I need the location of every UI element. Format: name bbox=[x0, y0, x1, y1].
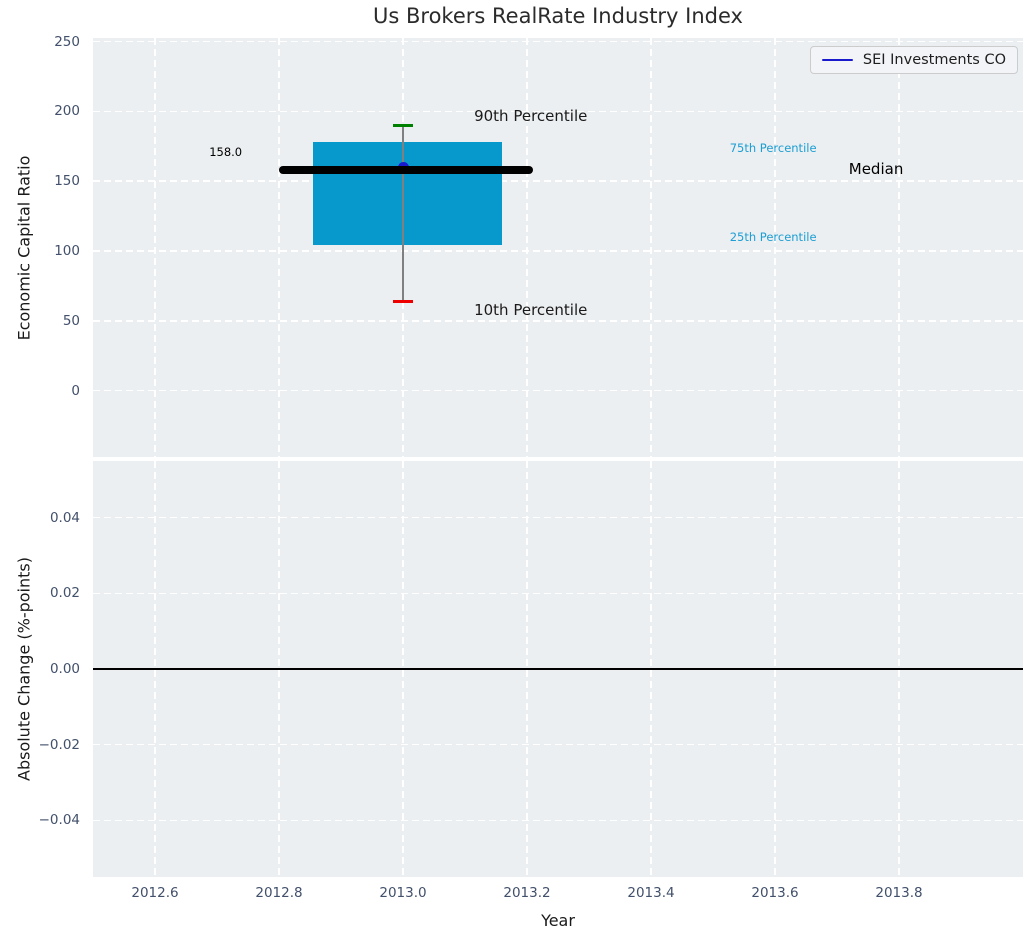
interquartile-box bbox=[313, 142, 503, 246]
y-tick-label: 250 bbox=[54, 33, 80, 50]
annotation-10th-percentile: 10th Percentile bbox=[474, 300, 588, 319]
x-gridline bbox=[154, 38, 156, 457]
y-gridline bbox=[93, 516, 1023, 519]
y-gridline bbox=[93, 819, 1023, 822]
y-gridline bbox=[93, 250, 1023, 252]
y-tick-label: 200 bbox=[54, 103, 80, 120]
axes-top-economic-capital-ratio: 0 50 100 150 200 250 158.0 90th Percentile 10th … bbox=[54, 34, 1023, 457]
p10-cap-line bbox=[393, 299, 413, 303]
annotation-median: Median bbox=[848, 159, 904, 178]
y-axis-label-bottom: Absolute Change (%-points) bbox=[14, 557, 34, 781]
x-tick-label: 2013.6 bbox=[751, 885, 799, 901]
chart-title: Us Brokers RealRate Industry Index bbox=[373, 4, 743, 28]
y-tick-label: 50 bbox=[62, 312, 80, 329]
x-tick-label: 2013.8 bbox=[875, 885, 923, 901]
y-tick-label: −0.04 bbox=[38, 812, 80, 829]
annotation-158-0: 158.0 bbox=[209, 144, 243, 159]
y-gridline bbox=[93, 110, 1023, 113]
y-tick-label: 150 bbox=[54, 173, 80, 190]
whisker-line bbox=[402, 125, 404, 302]
legend: SEI Investments CO bbox=[809, 46, 1018, 74]
y-gridline bbox=[93, 389, 1023, 392]
y-tick-label: 100 bbox=[54, 242, 80, 259]
x-gridline bbox=[650, 38, 652, 457]
y-gridline bbox=[93, 320, 1023, 322]
y-tick-label: −0.02 bbox=[38, 736, 80, 753]
y-gridline bbox=[93, 180, 1023, 182]
x-tick-label: 2013.4 bbox=[627, 885, 675, 901]
x-gridline bbox=[278, 38, 280, 457]
y-gridline bbox=[93, 40, 1023, 43]
x-gridline bbox=[774, 38, 776, 457]
y-tick-label: 0.04 bbox=[49, 509, 80, 526]
annotation-25th-percentile: 25th Percentile bbox=[729, 230, 817, 245]
zero-line bbox=[93, 668, 1023, 670]
legend-line-sample bbox=[821, 58, 853, 62]
x-axis-label: Year bbox=[541, 911, 575, 930]
y-gridline bbox=[93, 592, 1023, 595]
p90-cap-line bbox=[393, 123, 413, 127]
y-axis-label-top: Economic Capital Ratio bbox=[14, 155, 34, 341]
y-tick-label: 0.00 bbox=[49, 661, 80, 677]
y-tick-label: 0.02 bbox=[49, 585, 80, 602]
x-tick-label: 2012.6 bbox=[131, 885, 179, 901]
axes-bottom-absolute-change: 2012.6 2012.8 2013.0 2013.2 2013.4 2013.6 2013… bbox=[39, 461, 1023, 901]
x-gridline bbox=[898, 38, 900, 457]
annotation-90th-percentile: 90th Percentile bbox=[474, 106, 588, 125]
median-line bbox=[279, 165, 534, 174]
x-tick-label: 2013.2 bbox=[503, 885, 551, 901]
x-gridline bbox=[526, 38, 528, 457]
y-tick-label: 0 bbox=[71, 382, 80, 399]
annotation-75th-percentile: 75th Percentile bbox=[729, 140, 817, 155]
legend-label: SEI Investments CO bbox=[862, 52, 1006, 68]
x-tick-label: 2013.0 bbox=[379, 885, 427, 901]
y-gridline bbox=[93, 743, 1023, 746]
x-tick-label: 2012.8 bbox=[255, 885, 303, 901]
